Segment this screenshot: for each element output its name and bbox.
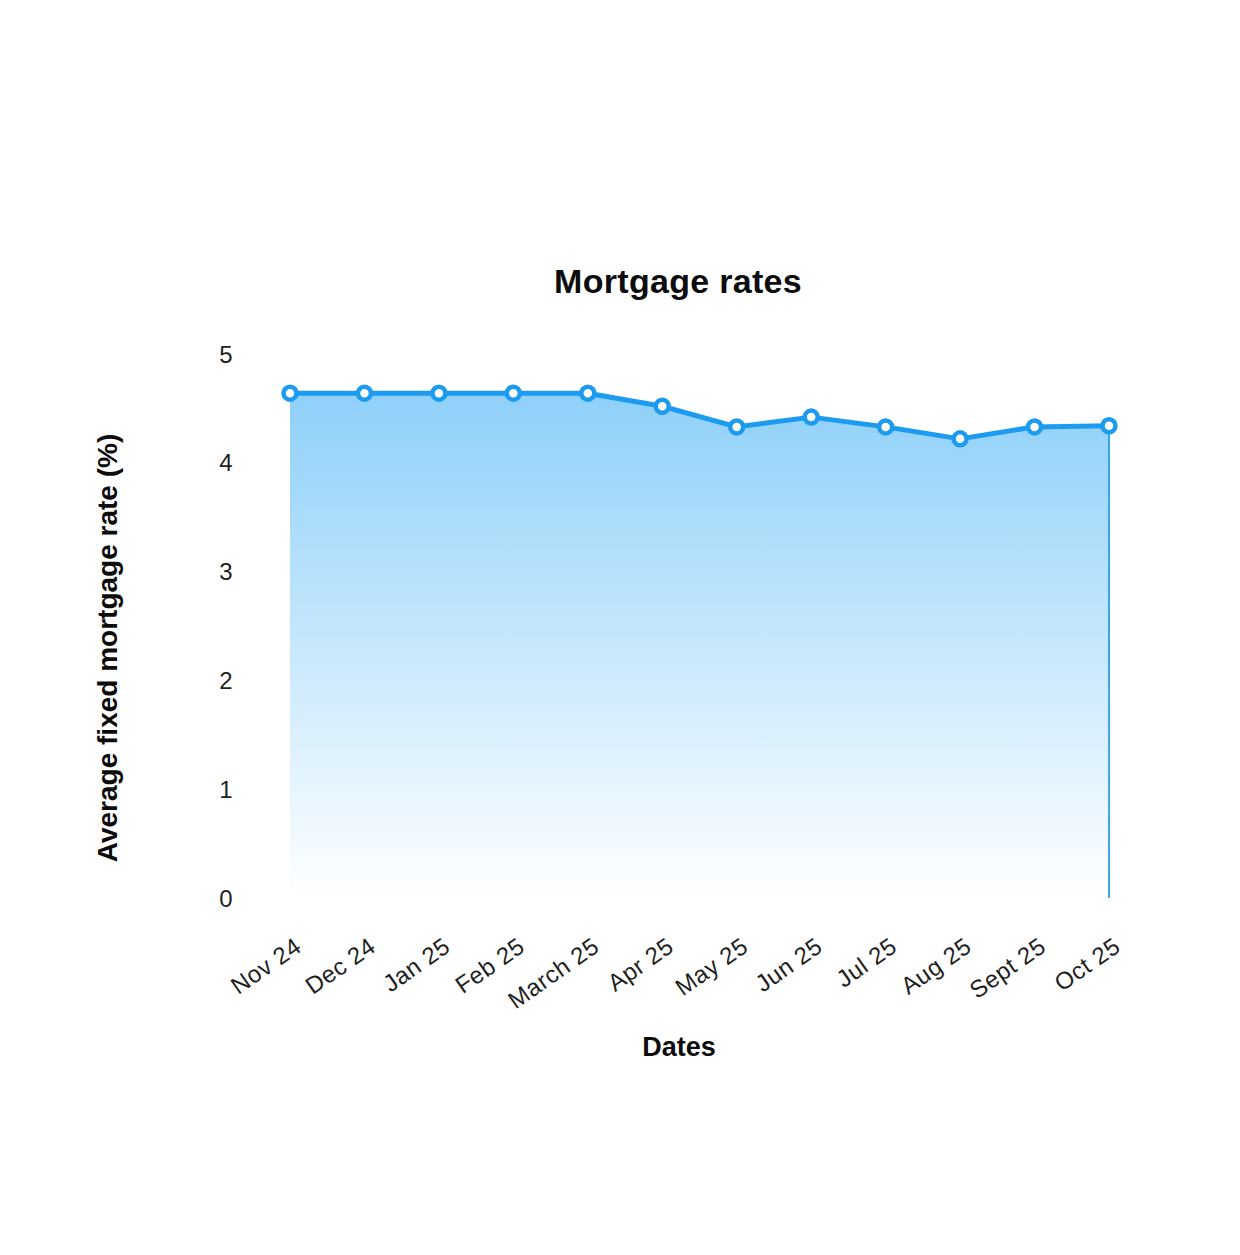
data-point-marker (656, 400, 669, 413)
y-tick-label: 5 (219, 341, 233, 368)
data-point-marker (1103, 419, 1116, 432)
y-tick-label: 0 (219, 885, 233, 912)
mortgage-rates-area-chart: 012345Nov 24Dec 24Jan 25Feb 25March 25Ap… (0, 0, 1240, 1255)
x-tick-label: Jul 25 (831, 932, 901, 993)
y-tick-label: 3 (219, 558, 233, 585)
data-point-marker (1028, 420, 1041, 433)
data-point-marker (507, 387, 520, 400)
data-point-marker (358, 387, 371, 400)
data-point-marker (581, 387, 594, 400)
data-point-marker (805, 411, 818, 424)
x-tick-label: May 25 (670, 932, 752, 1001)
x-tick-label: Nov 24 (226, 932, 306, 999)
y-tick-label: 1 (219, 776, 233, 803)
data-point-marker (284, 387, 297, 400)
x-tick-label: Dec 24 (300, 932, 380, 999)
x-tick-label: Aug 25 (896, 932, 976, 999)
y-tick-label: 4 (219, 449, 233, 476)
data-point-marker (730, 420, 743, 433)
x-tick-label: Apr 25 (602, 932, 678, 996)
x-tick-label: Oct 25 (1049, 932, 1125, 996)
data-point-marker (954, 432, 967, 445)
x-tick-label: Sept 25 (964, 932, 1050, 1004)
y-tick-label: 2 (219, 667, 233, 694)
area-fill (290, 393, 1109, 898)
chart-canvas: Mortgage rates Average fixed mortgage ra… (0, 0, 1240, 1255)
data-point-marker (879, 420, 892, 433)
data-point-marker (432, 387, 445, 400)
x-tick-label: Jun 25 (750, 932, 827, 997)
x-tick-label: Jan 25 (378, 932, 455, 997)
